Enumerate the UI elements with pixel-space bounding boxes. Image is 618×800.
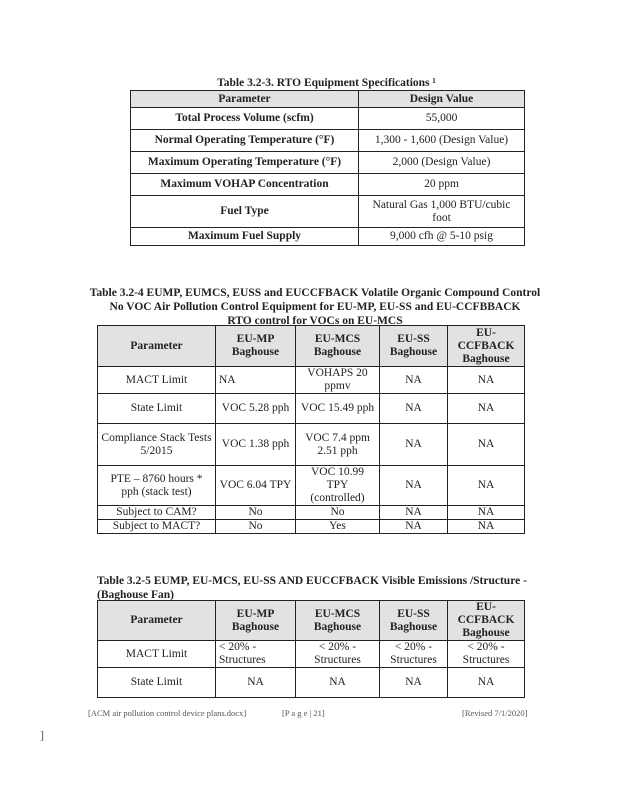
table-row: Maximum Operating Temperature (°F) 2,000 …: [130, 151, 525, 174]
table-cell: NA: [447, 519, 525, 534]
table-cell: < 20% - Structures: [379, 640, 448, 668]
row-label: Subject to MACT?: [97, 519, 216, 534]
row-label: Compliance Stack Tests 5/2015: [97, 423, 216, 466]
table-row: Total Process Volume (scfm) 55,000: [130, 107, 525, 130]
row-label: Maximum VOHAP Concentration: [130, 173, 359, 196]
table2-caption: Table 3.2-4 EUMP, EUMCS, EUSS and EUCCFB…: [80, 286, 550, 328]
caption-line: RTO control for VOCs on EU-MCS: [227, 315, 403, 327]
column-header: EU-CCFBACK Baghouse: [447, 600, 525, 641]
footer-revised-date: [Revised 7/1/2020]: [462, 708, 528, 718]
table-cell: NA: [447, 465, 525, 506]
table3-caption: Table 3.2-5 EUMP, EU-MCS, EU-SS AND EUCC…: [97, 575, 527, 601]
row-label: MACT Limit: [97, 366, 216, 394]
footer-page-number: [P a g e | 21]: [282, 708, 325, 718]
table-cell: Yes: [295, 519, 380, 534]
table-cell: 1,300 - 1,600 (Design Value): [358, 129, 525, 152]
table-cell: NA: [379, 393, 448, 424]
header-row: Parameter EU-MP Baghouse EU-MCS Baghouse EU…: [97, 600, 525, 641]
row-label: Maximum Fuel Supply: [130, 227, 359, 246]
table-row: PTE – 8760 hours * pph (stack test) VOC 6…: [97, 465, 525, 506]
table-cell: NA: [379, 366, 448, 394]
row-label: Normal Operating Temperature (°F): [130, 129, 359, 152]
table-row: Subject to MACT? No Yes NA NA: [97, 519, 525, 534]
table-cell: NA: [379, 667, 448, 698]
visible-emissions-table: Parameter EU-MP Baghouse EU-MCS Baghouse EU…: [97, 600, 525, 698]
column-header: EU-MCS Baghouse: [295, 600, 380, 641]
table-cell: 2,000 (Design Value): [358, 151, 525, 174]
table-cell: 55,000: [358, 107, 525, 130]
footer-bracket: ]: [40, 728, 44, 742]
column-header: Parameter: [130, 90, 359, 108]
table-row: MACT Limit < 20% - Structures < 20% - Stru…: [97, 640, 525, 668]
table-cell: NA: [379, 465, 448, 506]
header-row: Parameter Design Value: [130, 90, 525, 108]
table-cell: NA: [215, 667, 296, 698]
table-row: Subject to CAM? No No NA NA: [97, 505, 525, 520]
table-cell: No: [215, 505, 296, 520]
table-cell: 20 ppm: [358, 173, 525, 196]
column-header: EU-SS Baghouse: [379, 325, 448, 367]
table-row: Compliance Stack Tests 5/2015 VOC 1.38 pp…: [97, 423, 525, 466]
table-cell: VOC 7.4 ppm 2.51 pph: [295, 423, 380, 466]
column-header: EU-SS Baghouse: [379, 600, 448, 641]
table-cell: NA: [447, 505, 525, 520]
column-header: Parameter: [97, 325, 216, 367]
table-cell: < 20% - Structures: [215, 640, 296, 668]
table-cell: No: [215, 519, 296, 534]
table-row: Maximum Fuel Supply 9,000 cfh @ 5-10 psig: [130, 227, 525, 246]
table-row: Normal Operating Temperature (°F) 1,300 -…: [130, 129, 525, 152]
table-cell: 9,000 cfh @ 5-10 psig: [358, 227, 525, 246]
table-cell: Natural Gas 1,000 BTU/cubic foot: [358, 195, 525, 228]
column-header: Design Value: [358, 90, 525, 108]
row-label: PTE – 8760 hours * pph (stack test): [97, 465, 216, 506]
table-cell: VOC 6.04 TPY: [215, 465, 296, 506]
table-cell: VOC 10.99 TPY (controlled): [295, 465, 380, 506]
table1-caption: Table 3.2-3. RTO Equipment Specification…: [217, 77, 436, 89]
table-cell: VOC 1.38 pph: [215, 423, 296, 466]
table-cell: NA: [379, 519, 448, 534]
table-cell: < 20% - Structures: [295, 640, 380, 668]
table-cell: NA: [295, 667, 380, 698]
table-cell: NA: [447, 423, 525, 466]
table-cell: NA: [447, 366, 525, 394]
row-label: MACT Limit: [97, 640, 216, 668]
table-cell: NA: [379, 505, 448, 520]
table-cell: VOC 15.49 pph: [295, 393, 380, 424]
row-label: Maximum Operating Temperature (°F): [130, 151, 359, 174]
table-row: State Limit NA NA NA NA: [97, 667, 525, 698]
row-label: State Limit: [97, 667, 216, 698]
header-row: Parameter EU-MP Baghouse EU-MCS Baghouse EU…: [97, 325, 525, 367]
rto-specs-table: Parameter Design Value Total Process Volum…: [130, 90, 525, 246]
caption-line: No VOC Air Pollution Control Equipment f…: [109, 301, 521, 313]
table-row: MACT Limit NA VOHAPS 20 ppmv NA NA: [97, 366, 525, 394]
caption-line: Table 3.2-4 EUMP, EUMCS, EUSS and EUCCFB…: [89, 287, 541, 299]
table-cell: NA: [447, 393, 525, 424]
table-row: State Limit VOC 5.28 pph VOC 15.49 pph NA NA: [97, 393, 525, 424]
table-cell: VOC 5.28 pph: [215, 393, 296, 424]
table-cell: NA: [447, 667, 525, 698]
table-cell: NA: [215, 366, 296, 394]
table-cell: < 20% - Structures: [447, 640, 525, 668]
column-header: EU-CCFBACK Baghouse: [447, 325, 525, 367]
table-cell: VOHAPS 20 ppmv: [295, 366, 380, 394]
table-row: Fuel Type Natural Gas 1,000 BTU/cubic foo…: [130, 195, 525, 228]
column-header: EU-MP Baghouse: [215, 600, 296, 641]
row-label: State Limit: [97, 393, 216, 424]
table-row: Maximum VOHAP Concentration 20 ppm: [130, 173, 525, 196]
column-header: EU-MCS Baghouse: [295, 325, 380, 367]
table-cell: No: [295, 505, 380, 520]
voc-control-table: Parameter EU-MP Baghouse EU-MCS Baghouse EU…: [97, 325, 525, 534]
row-label: Subject to CAM?: [97, 505, 216, 520]
table-cell: NA: [379, 423, 448, 466]
row-label: Total Process Volume (scfm): [130, 107, 359, 130]
row-label: Fuel Type: [130, 195, 359, 228]
column-header: Parameter: [97, 600, 216, 641]
footer-filename: [ACM air pollution control device plans.…: [88, 708, 247, 718]
column-header: EU-MP Baghouse: [215, 325, 296, 367]
